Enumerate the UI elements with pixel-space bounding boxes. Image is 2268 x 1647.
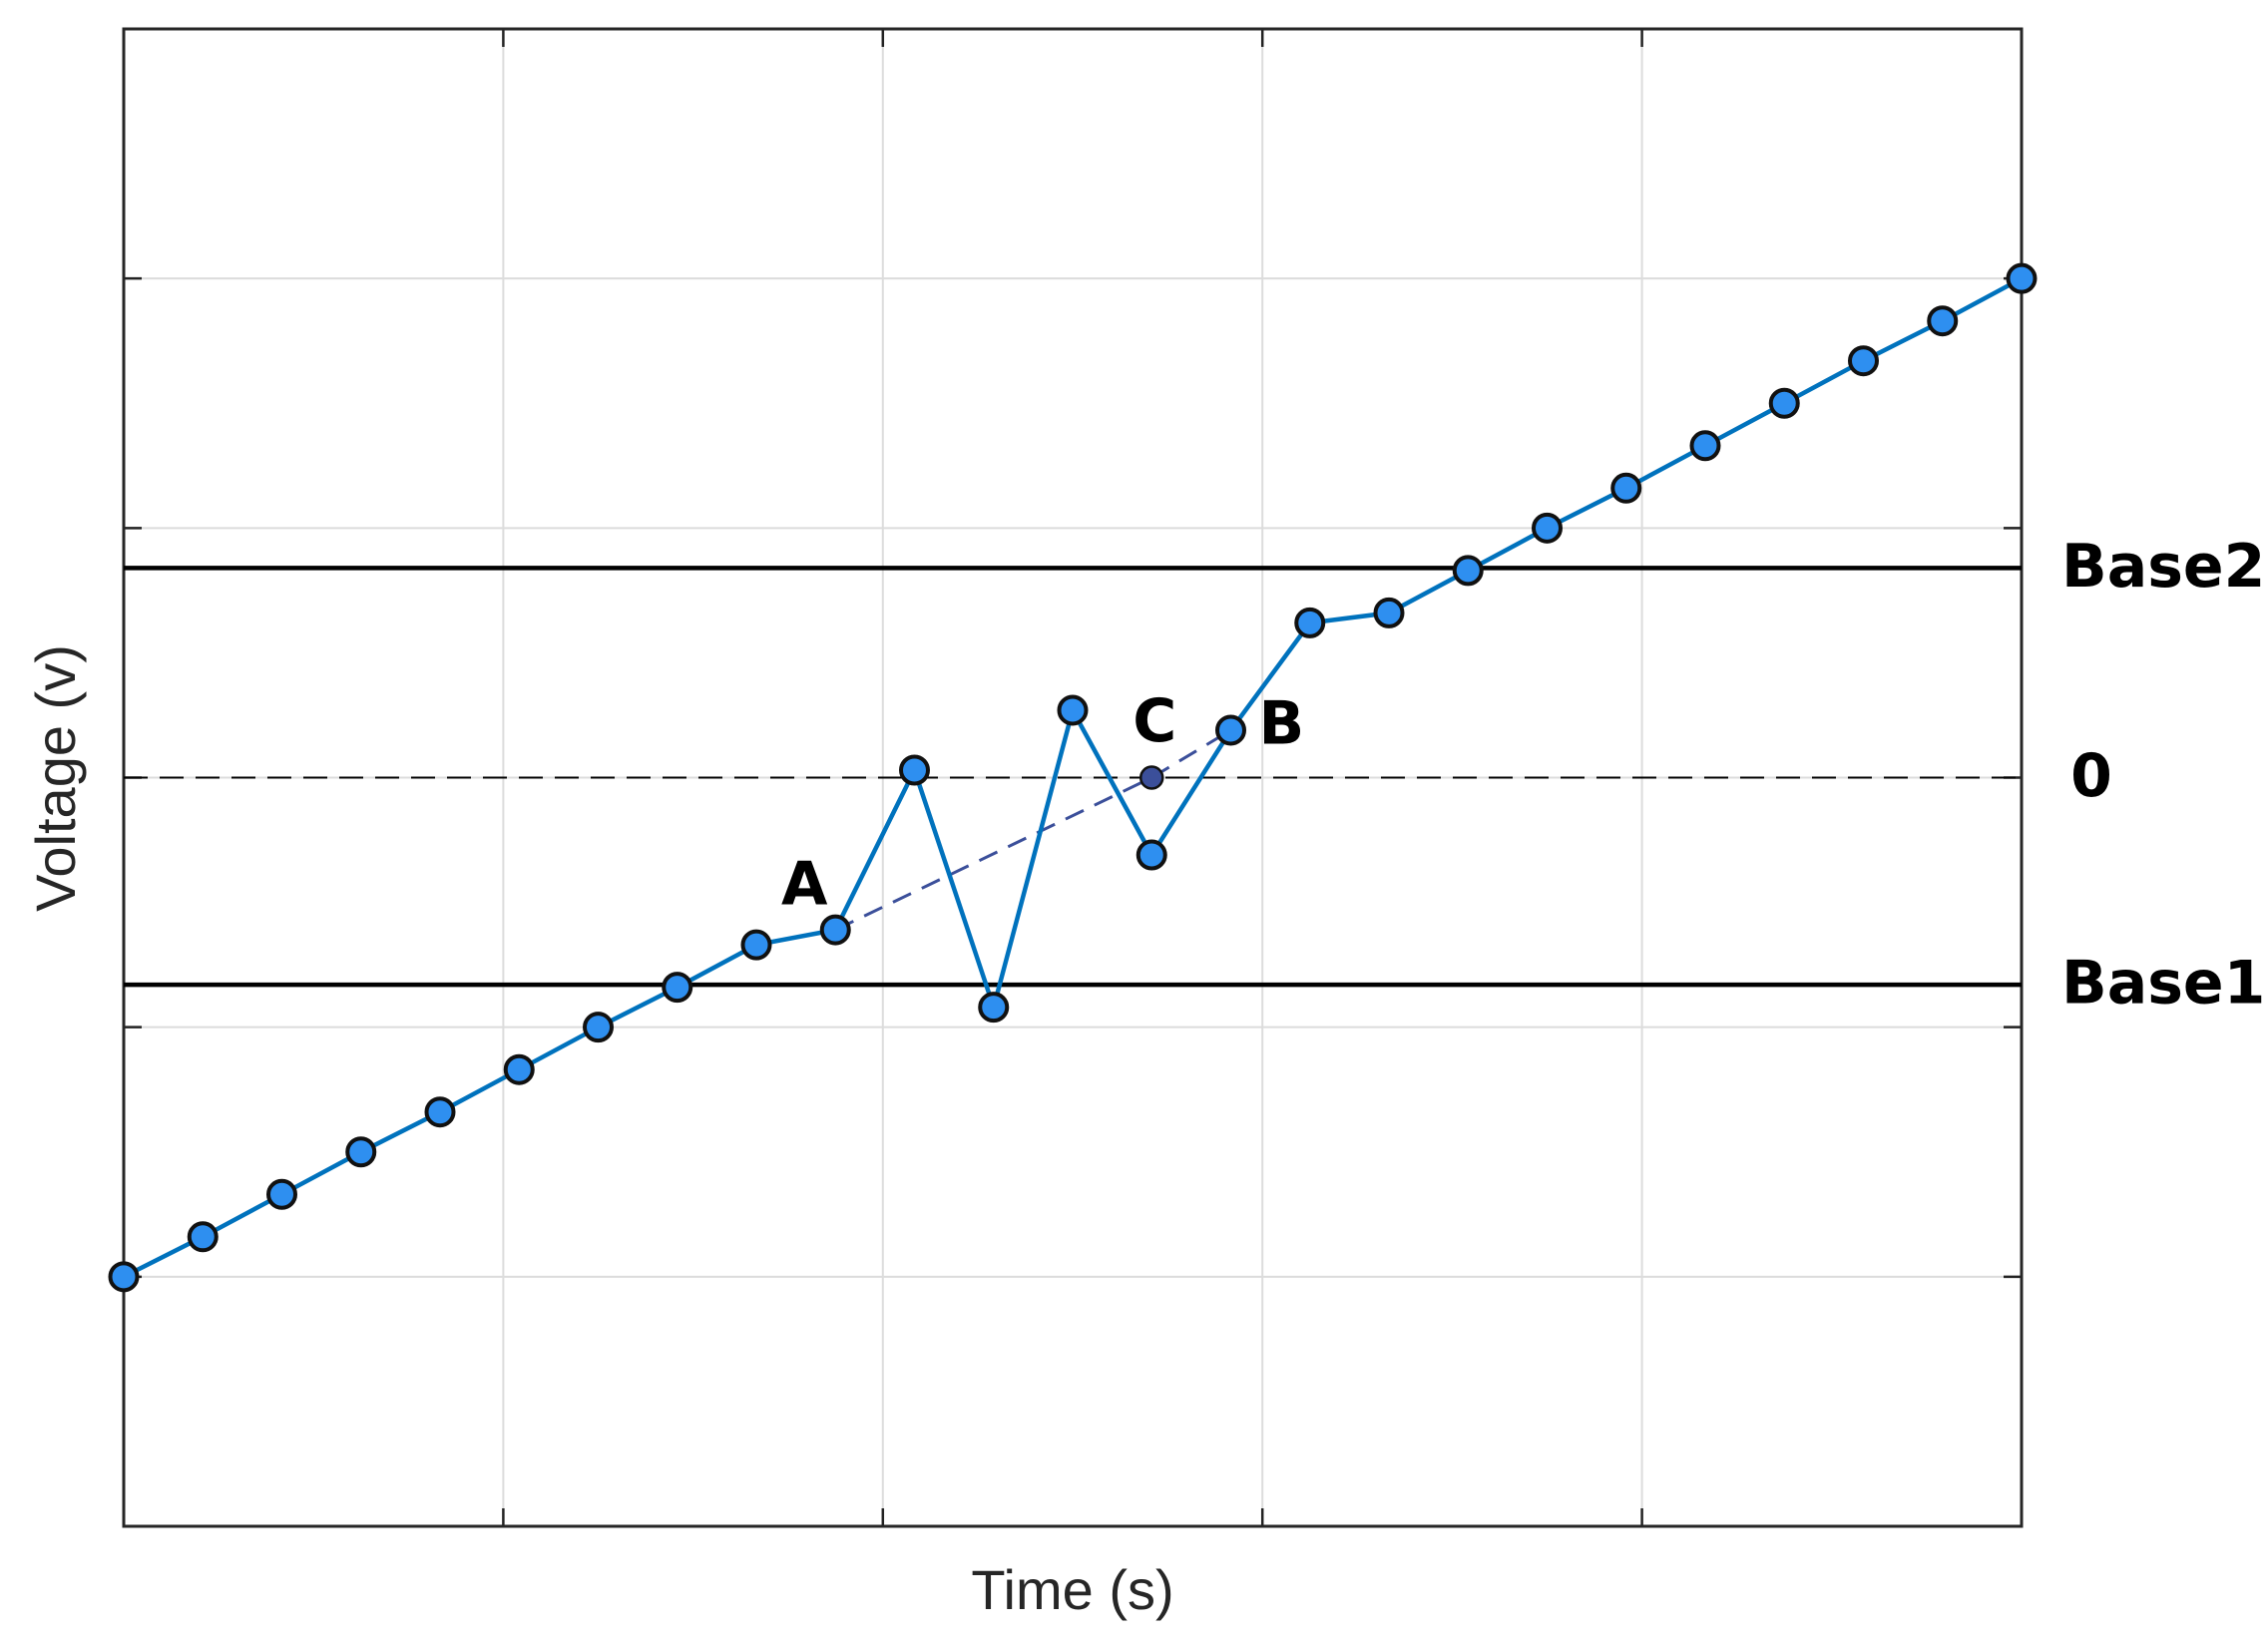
point-label: C (1133, 686, 1176, 756)
data-point (819, 914, 851, 946)
data-point (583, 1012, 614, 1043)
data-point (503, 1053, 535, 1085)
point-label: A (781, 850, 828, 920)
data-point (266, 1178, 297, 1210)
data-point (1848, 345, 1879, 377)
data-point (899, 754, 930, 786)
data-point (978, 992, 1010, 1024)
data-point (1768, 387, 1800, 419)
reference-label: 0 (2070, 741, 2112, 811)
data-point (1373, 597, 1405, 628)
data-point (740, 929, 772, 961)
data-point (1927, 305, 1959, 337)
data-point (187, 1221, 219, 1253)
data-point (1452, 555, 1484, 587)
data-point (1689, 430, 1721, 462)
point-label: B (1259, 689, 1305, 759)
data-point (1215, 714, 1246, 746)
data-point (1135, 839, 1167, 871)
data-point (2006, 262, 2038, 294)
data-point (1610, 472, 1642, 504)
data-point (1532, 512, 1563, 544)
interpolated-point (1139, 765, 1164, 790)
data-point (424, 1096, 456, 1128)
reference-label: Base1 (2061, 949, 2265, 1019)
data-point (662, 972, 693, 1004)
y-axis-label: Voltage (v) (24, 644, 87, 912)
data-point (108, 1261, 140, 1293)
reference-label: Base2 (2061, 532, 2265, 602)
data-point (1294, 607, 1326, 638)
data-point (345, 1136, 377, 1168)
x-axis-label: Time (s) (971, 1558, 1173, 1621)
plot-area: Base2 0 Base1 C A B (108, 262, 2265, 1293)
data-point (1057, 694, 1089, 726)
